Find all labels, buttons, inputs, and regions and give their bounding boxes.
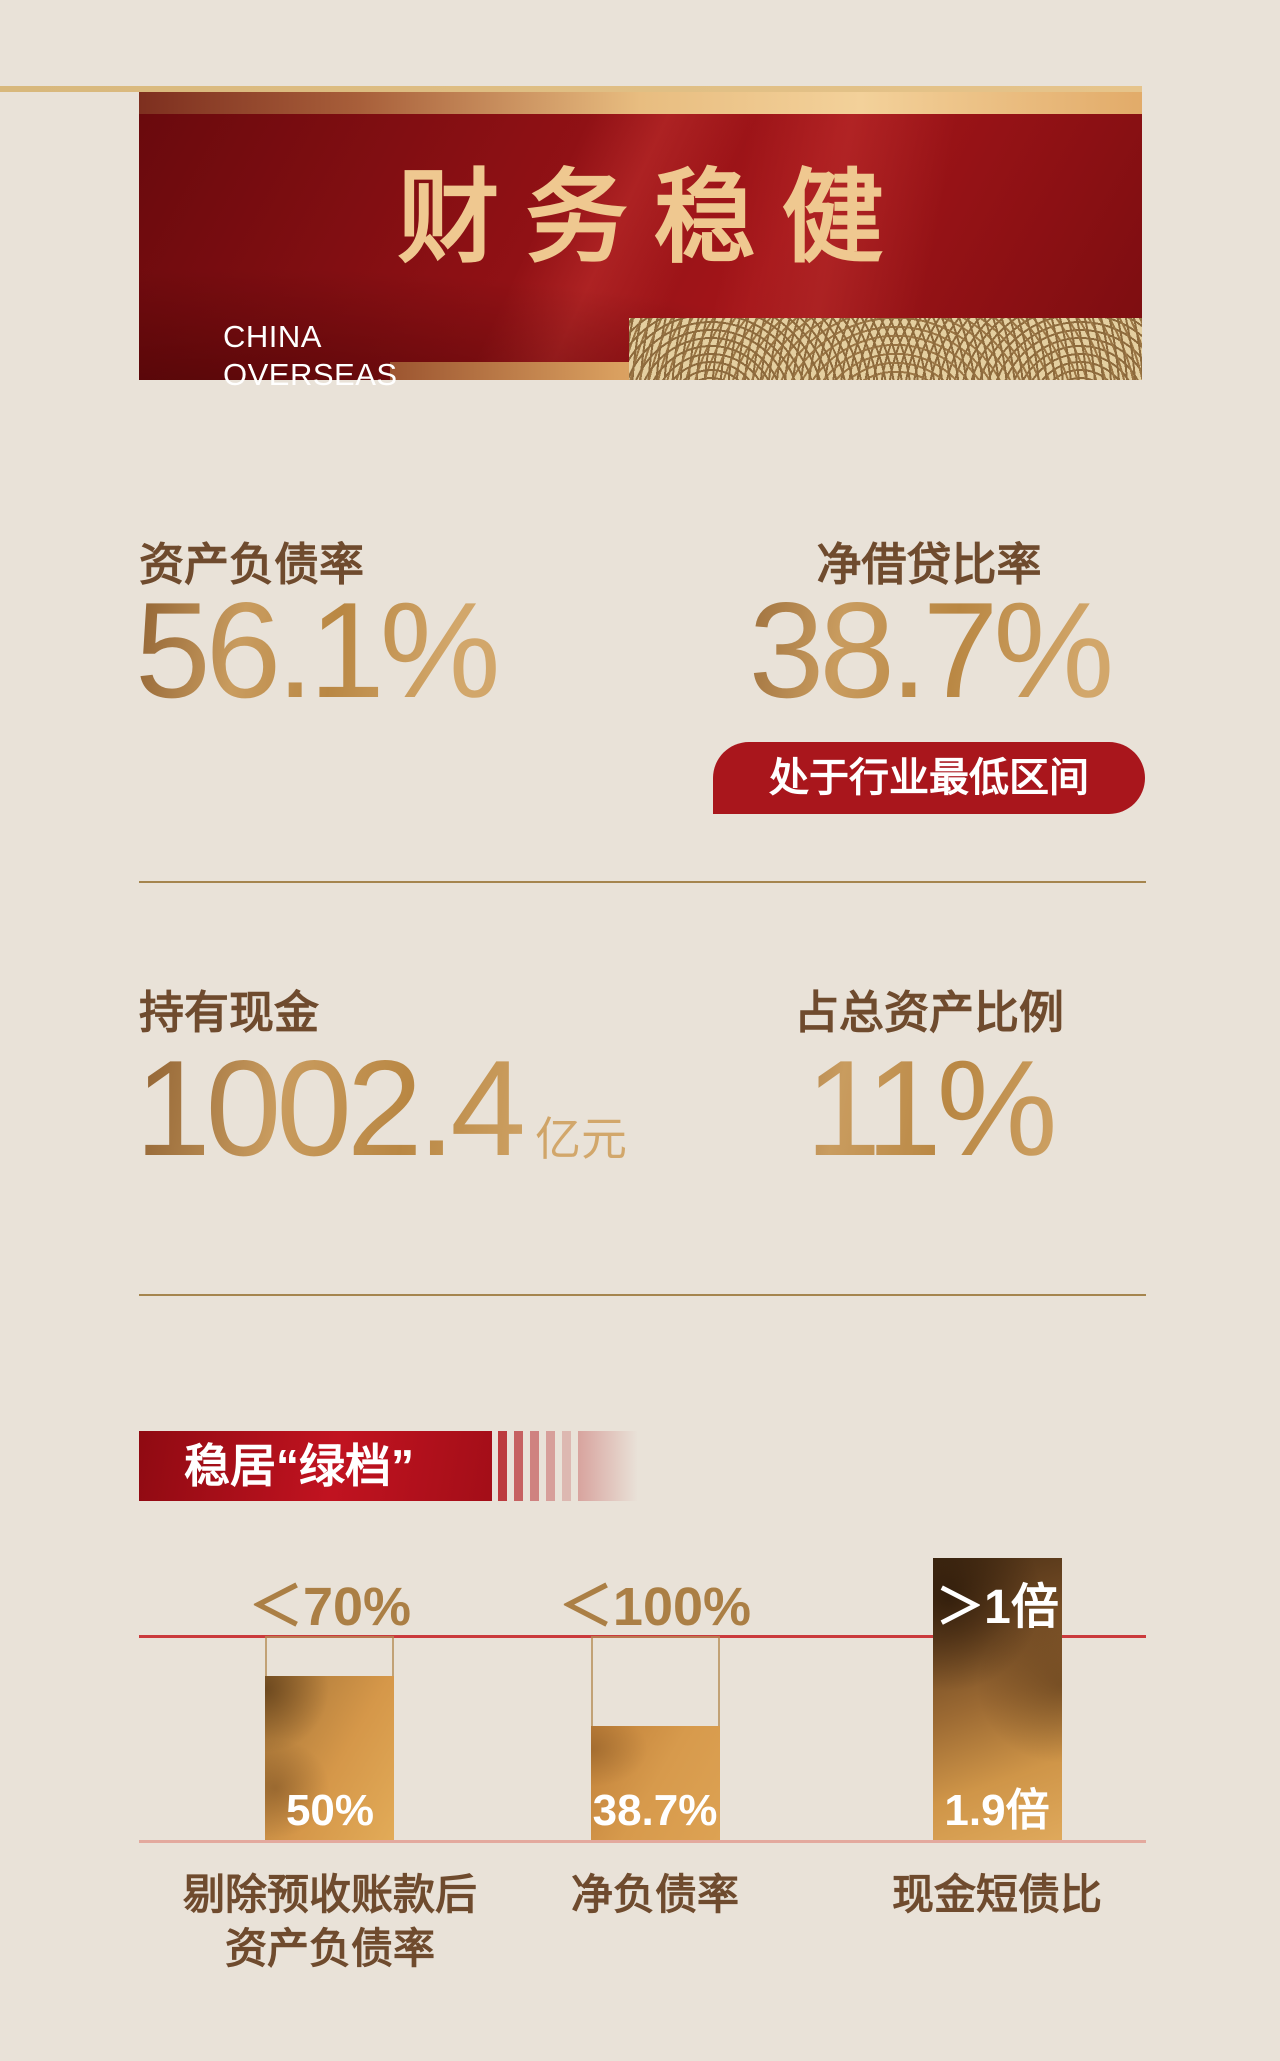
green-tier-banner: 稳居“绿档” [139, 1431, 492, 1501]
banner-top-gold-strip [139, 92, 1142, 114]
divider [139, 1294, 1146, 1296]
fade-stripe [530, 1431, 539, 1501]
share-of-total-assets-value: 11% [713, 1030, 1145, 1186]
bar1-value: 50% [285, 1786, 375, 1835]
bar2-fill [591, 1726, 720, 1841]
gold-wave-decoration [629, 318, 1142, 380]
brand-line-2: OVERSEAS [223, 357, 398, 392]
header-banner: 财务稳健 CHINA OVERSEAS [139, 92, 1142, 392]
chart-baseline [139, 1840, 1146, 1843]
bar3-value: 1.9倍 [944, 1786, 1050, 1835]
cash-held-unit: 亿元 [534, 1113, 627, 1165]
bar1-threshold-label: ＜70% [248, 1577, 412, 1637]
brand-line-1: CHINA [223, 319, 322, 354]
bar1-category-line2: 资产负债率 [224, 1925, 435, 1972]
bar3-category-label: 现金短债比 [891, 1871, 1102, 1918]
bar1-category-line1: 剔除预收账款后 [182, 1871, 477, 1918]
net-gearing-ratio-label: 净借贷比率 [816, 539, 1042, 590]
asset-liability-ratio-label: 资产负债率 [139, 539, 365, 590]
bar1-category-label: 剔除预收账款后 资产负债率 [70, 1868, 590, 1976]
cash-held-value: 1002.4 亿元 [135, 1030, 627, 1186]
divider [139, 881, 1146, 883]
fade-stripe [514, 1431, 523, 1501]
fade-stripe [498, 1431, 507, 1501]
fade-stripe [562, 1431, 571, 1501]
bar1-fill [265, 1676, 394, 1841]
banner-fade-stripes [498, 1431, 638, 1501]
bar3-threshold-label: ＞1倍 [936, 1581, 1059, 1634]
fade-stripe [546, 1431, 555, 1501]
share-of-total-assets-label: 占总资产比例 [793, 987, 1064, 1038]
lowest-range-badge: 处于行业最低区间 [713, 742, 1145, 814]
top-gold-line [0, 86, 1142, 92]
bar2-category-label: 净负债率 [570, 1871, 739, 1918]
bar2-value: 38.7% [592, 1786, 718, 1835]
asset-liability-ratio-value: 56.1% [135, 574, 501, 726]
brand-wordmark: CHINA OVERSEAS [223, 318, 398, 394]
net-gearing-ratio-value: 38.7% [713, 572, 1145, 728]
cash-held-label: 持有现金 [139, 987, 320, 1038]
cash-held-number: 1002.4 [135, 1032, 521, 1184]
bar2-threshold-label: ＜100% [558, 1577, 752, 1637]
bar3-fill [933, 1558, 1062, 1841]
page-title: 财务稳健 [397, 161, 910, 275]
fade-stripe-tail [578, 1431, 638, 1501]
